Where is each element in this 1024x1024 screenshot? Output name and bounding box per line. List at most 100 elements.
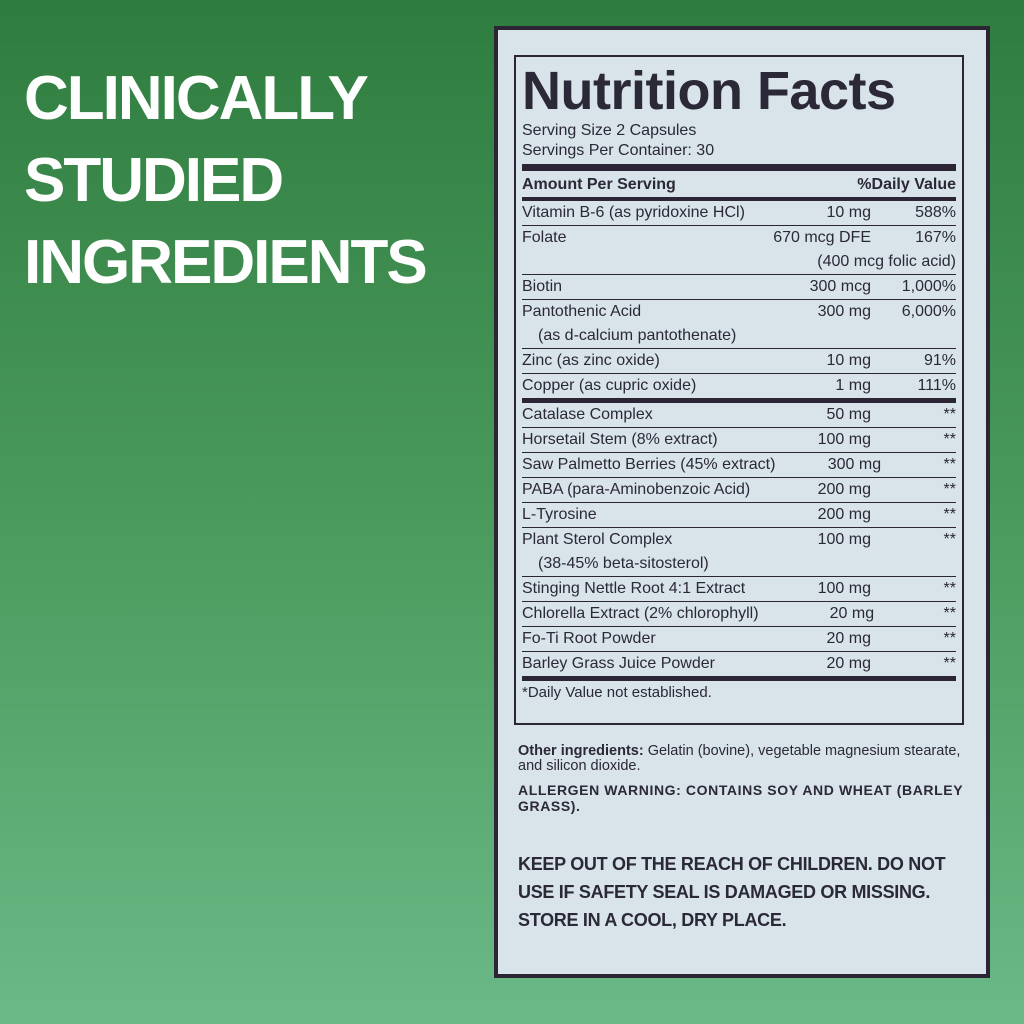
nutrition-facts-box: Nutrition Facts Serving Size 2 Capsules …	[514, 55, 964, 725]
daily-value: 588%	[915, 204, 956, 221]
nutrient-name: Biotin	[522, 278, 563, 295]
group-divider	[522, 399, 956, 403]
row-line: Fo-Ti Root Powder 20 mg **	[522, 627, 956, 651]
nutrient-amount: 20 mg	[826, 655, 871, 672]
row-line: L-Tyrosine 200 mg **	[522, 503, 956, 527]
nutrient-row: Zinc (as zinc oxide) 10 mg 91%	[522, 349, 956, 374]
header-amount: Amount Per Serving	[522, 176, 676, 193]
nutrient-name: Chlorella Extract (2% chlorophyll)	[522, 605, 759, 622]
nutrient-amount: 50 mg	[826, 406, 871, 423]
row-line: Barley Grass Juice Powder 20 mg **	[522, 652, 956, 676]
nutrient-row: Pantothenic Acid 300 mg 6,000% (as d-calciu…	[522, 300, 956, 349]
nutrient-amount: 20 mg	[829, 605, 875, 622]
nutrient-name: Horsetail Stem (8% extract)	[522, 431, 718, 448]
daily-value: **	[943, 580, 956, 597]
row-line: PABA (para-Aminobenzoic Acid) 200 mg **	[522, 478, 956, 502]
daily-value: **	[943, 406, 956, 423]
nutrient-row: PABA (para-Aminobenzoic Acid) 200 mg **	[522, 478, 956, 503]
nutrient-row: Fo-Ti Root Powder 20 mg **	[522, 627, 956, 652]
daily-value: **	[943, 630, 956, 647]
nutrient-amount: 20 mg	[826, 630, 871, 647]
nutrient-subname: (as d-calcium pantothenate)	[538, 327, 737, 344]
servings-per-container: Servings Per Container: 30	[522, 142, 715, 159]
facts-title: Nutrition Facts	[522, 61, 896, 121]
nutrient-name: L-Tyrosine	[522, 506, 597, 523]
allergen-warning: ALLERGEN WARNING: CONTAINS SOY AND WHEAT…	[518, 782, 963, 814]
group-divider	[522, 677, 956, 681]
nutrient-row: Catalase Complex 50 mg **	[522, 403, 956, 428]
nutrient-row: L-Tyrosine 200 mg **	[522, 503, 956, 528]
nutrient-name: Vitamin B-6 (as pyridoxine HCl)	[522, 204, 745, 221]
header-dv: %Daily Value	[857, 176, 956, 193]
nutrient-name: PABA (para-Aminobenzoic Acid)	[522, 481, 751, 498]
nutrient-amount: 100 mg	[817, 531, 871, 548]
nutrient-row: Chlorella Extract (2% chlorophyll) 20 mg *…	[522, 602, 956, 627]
headline-line: CLINICALLY	[24, 64, 369, 133]
row-line: Plant Sterol Complex 100 mg **	[522, 528, 956, 552]
nutrient-name: Pantothenic Acid	[522, 303, 642, 320]
nutrient-amount: 300 mg	[817, 303, 871, 320]
nutrient-row: Vitamin B-6 (as pyridoxine HCl) 10 mg 588%	[522, 201, 956, 226]
nutrient-rows: Vitamin B-6 (as pyridoxine HCl) 10 mg 588%…	[522, 201, 956, 681]
nutrient-name: Folate	[522, 229, 567, 246]
nutrient-amount: 100 mg	[817, 431, 871, 448]
divider	[522, 197, 956, 201]
nutrient-subamount: (400 mcg folic acid)	[817, 253, 956, 270]
headline: CLINICALLY STUDIED INGREDIENTS	[24, 58, 428, 304]
nutrient-amount: 10 mg	[826, 204, 871, 221]
nutrient-row: Horsetail Stem (8% extract) 100 mg **	[522, 428, 956, 453]
nutrient-name: Plant Sterol Complex	[522, 531, 673, 548]
row-line: Vitamin B-6 (as pyridoxine HCl) 10 mg 588%	[522, 201, 956, 225]
daily-value: **	[943, 431, 956, 448]
other-ingredients-text: Gelatin (bovine), vegetable magnesium st…	[518, 743, 961, 774]
other-ingredients: Other ingredients: Gelatin (bovine), veg…	[518, 744, 973, 774]
daily-value: **	[943, 605, 956, 622]
nutrient-name: Fo-Ti Root Powder	[522, 630, 656, 647]
nutrient-name: Stinging Nettle Root 4:1 Extract	[522, 580, 746, 597]
headline-line: STUDIED	[24, 146, 284, 215]
serving-size: Serving Size 2 Capsules	[522, 122, 697, 139]
nutrient-name: Catalase Complex	[522, 406, 653, 423]
table-header: Amount Per Serving %Daily Value	[522, 173, 956, 197]
daily-value: 91%	[923, 352, 956, 369]
nutrient-amount: 200 mg	[817, 481, 871, 498]
nutrient-amount: 300 mcg	[809, 278, 871, 295]
safety-warning: KEEP OUT OF THE REACH OF CHILDREN. DO NO…	[518, 854, 946, 930]
nutrient-row: Copper (as cupric oxide) 1 mg 111%	[522, 374, 956, 399]
nutrient-name: Barley Grass Juice Powder	[522, 655, 715, 672]
daily-value: **	[943, 531, 956, 548]
nutrient-name: Zinc (as zinc oxide)	[522, 352, 660, 369]
row-line: Catalase Complex 50 mg **	[522, 403, 956, 427]
nutrient-row: Saw Palmetto Berries (45% extract) 300 mg…	[522, 453, 956, 478]
row-line: Chlorella Extract (2% chlorophyll) 20 mg *…	[522, 602, 956, 626]
nutrient-amount: 200 mg	[817, 506, 871, 523]
nutrient-amount: 670 mcg DFE	[773, 229, 871, 246]
nutrient-name: Copper (as cupric oxide)	[522, 377, 697, 394]
daily-value: **	[943, 481, 956, 498]
daily-value: 6,000%	[901, 303, 956, 320]
nutrient-amount: 1 mg	[835, 377, 871, 394]
nutrient-subname: (38-45% beta-sitosterol)	[538, 555, 709, 572]
nutrient-amount: 100 mg	[817, 580, 871, 597]
daily-value: 1,000%	[901, 278, 956, 295]
nutrient-row: Barley Grass Juice Powder 20 mg **	[522, 652, 956, 677]
daily-value: **	[943, 456, 956, 473]
footnote: *Daily Value not established.	[522, 684, 712, 701]
daily-value: **	[943, 655, 956, 672]
divider	[522, 164, 956, 171]
nutrient-row: Plant Sterol Complex 100 mg ** (38-45% beta…	[522, 528, 956, 577]
nutrient-amount: 300 mg	[827, 456, 882, 473]
supplement-panel: Nutrition Facts Serving Size 2 Capsules …	[494, 26, 990, 978]
daily-value: 111%	[917, 377, 956, 394]
row-line: Folate 670 mcg DFE 167%	[522, 226, 956, 250]
headline-line: INGREDIENTS	[24, 228, 428, 297]
other-ingredients-label: Other ingredients:	[518, 743, 644, 759]
row-line: Copper (as cupric oxide) 1 mg 111%	[522, 374, 956, 398]
nutrient-name: Saw Palmetto Berries (45% extract)	[522, 456, 776, 473]
row-line: Pantothenic Acid 300 mg 6,000%	[522, 300, 956, 324]
row-line: Biotin 300 mcg 1,000%	[522, 275, 956, 299]
row-line: Horsetail Stem (8% extract) 100 mg **	[522, 428, 956, 452]
nutrient-row: Folate 670 mcg DFE 167% (400 mcg folic acid…	[522, 226, 956, 275]
daily-value: **	[943, 506, 956, 523]
